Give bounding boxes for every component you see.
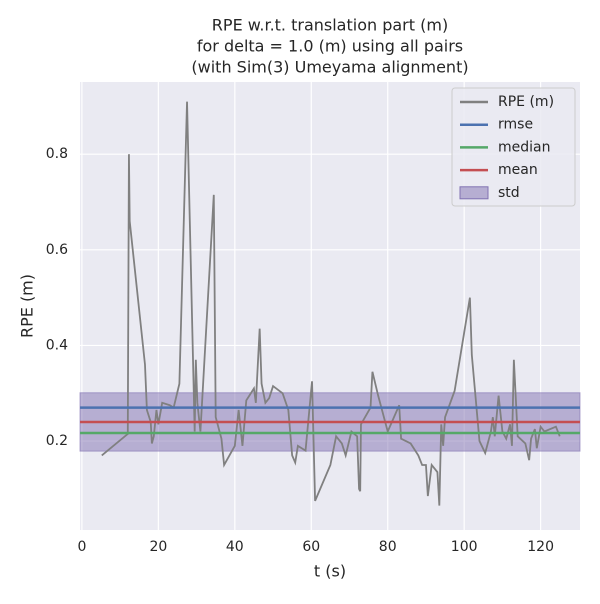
x-tick-label: 0 bbox=[77, 539, 86, 555]
y-axis-label: RPE (m) bbox=[18, 274, 37, 338]
x-tick-label: 80 bbox=[379, 539, 397, 555]
x-tick-label: 100 bbox=[451, 539, 478, 555]
chart-title: (with Sim(3) Umeyama alignment) bbox=[191, 58, 468, 77]
x-tick-label: 120 bbox=[527, 539, 554, 555]
y-tick-label: 0.8 bbox=[46, 146, 68, 162]
chart-title: RPE w.r.t. translation part (m) bbox=[212, 16, 448, 35]
legend-label: median bbox=[498, 139, 550, 155]
series-line bbox=[101, 101, 561, 506]
legend-label: std bbox=[498, 185, 520, 201]
chart-title: for delta = 1.0 (m) using all pairs bbox=[197, 37, 463, 56]
y-tick-label: 0.6 bbox=[46, 242, 68, 258]
legend-label: RPE (m) bbox=[498, 94, 554, 110]
x-tick-label: 20 bbox=[149, 539, 167, 555]
x-tick-label: 60 bbox=[302, 539, 320, 555]
y-tick-label: 0.2 bbox=[46, 433, 68, 449]
x-tick-label: 40 bbox=[226, 539, 244, 555]
legend-box bbox=[451, 87, 576, 207]
legend-label: mean bbox=[498, 162, 538, 178]
x-axis-label: t (s) bbox=[314, 562, 346, 581]
y-tick-label: 0.4 bbox=[46, 337, 68, 353]
legend-label: rmse bbox=[498, 117, 533, 133]
legend-swatch bbox=[459, 186, 489, 200]
